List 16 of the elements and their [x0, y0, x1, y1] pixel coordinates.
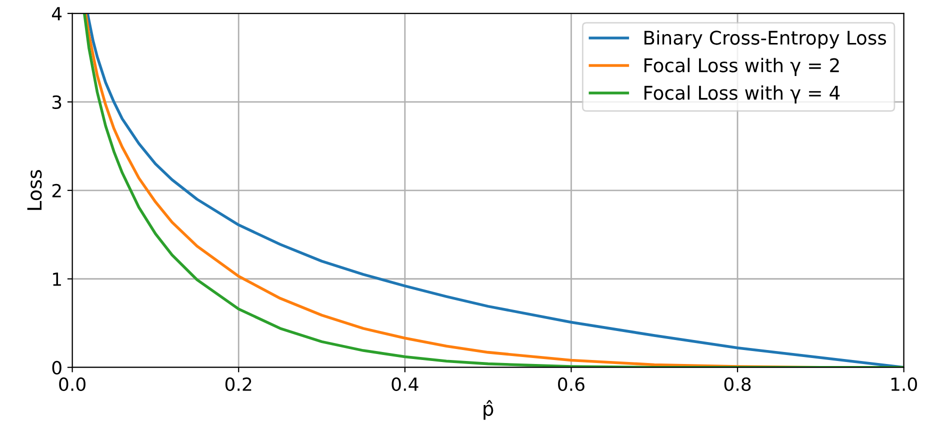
x-tick-label: 0.0	[59, 377, 86, 392]
legend-label: Focal Loss with γ = 2	[644, 58, 839, 76]
y-tick-label: 1	[53, 272, 61, 286]
y-tick-label: 2	[52, 184, 61, 198]
x-tick-label: 0.8	[724, 377, 751, 392]
legend-label: Binary Cross-Entropy Loss	[644, 30, 886, 48]
x-axis-title: p̂	[484, 400, 494, 420]
x-tick-label: 0.6	[558, 377, 584, 392]
y-tick-label: 3	[52, 95, 62, 110]
y-tick-label: 0	[52, 360, 62, 374]
x-tick-label: 1.0	[891, 377, 917, 392]
legend-label: Focal Loss with γ = 4	[644, 85, 840, 104]
x-tick-label: 0.4	[392, 377, 418, 392]
x-tick-label: 0.2	[225, 377, 252, 392]
y-axis-title: Loss	[27, 170, 42, 210]
y-tick-label: 4	[52, 7, 62, 20]
